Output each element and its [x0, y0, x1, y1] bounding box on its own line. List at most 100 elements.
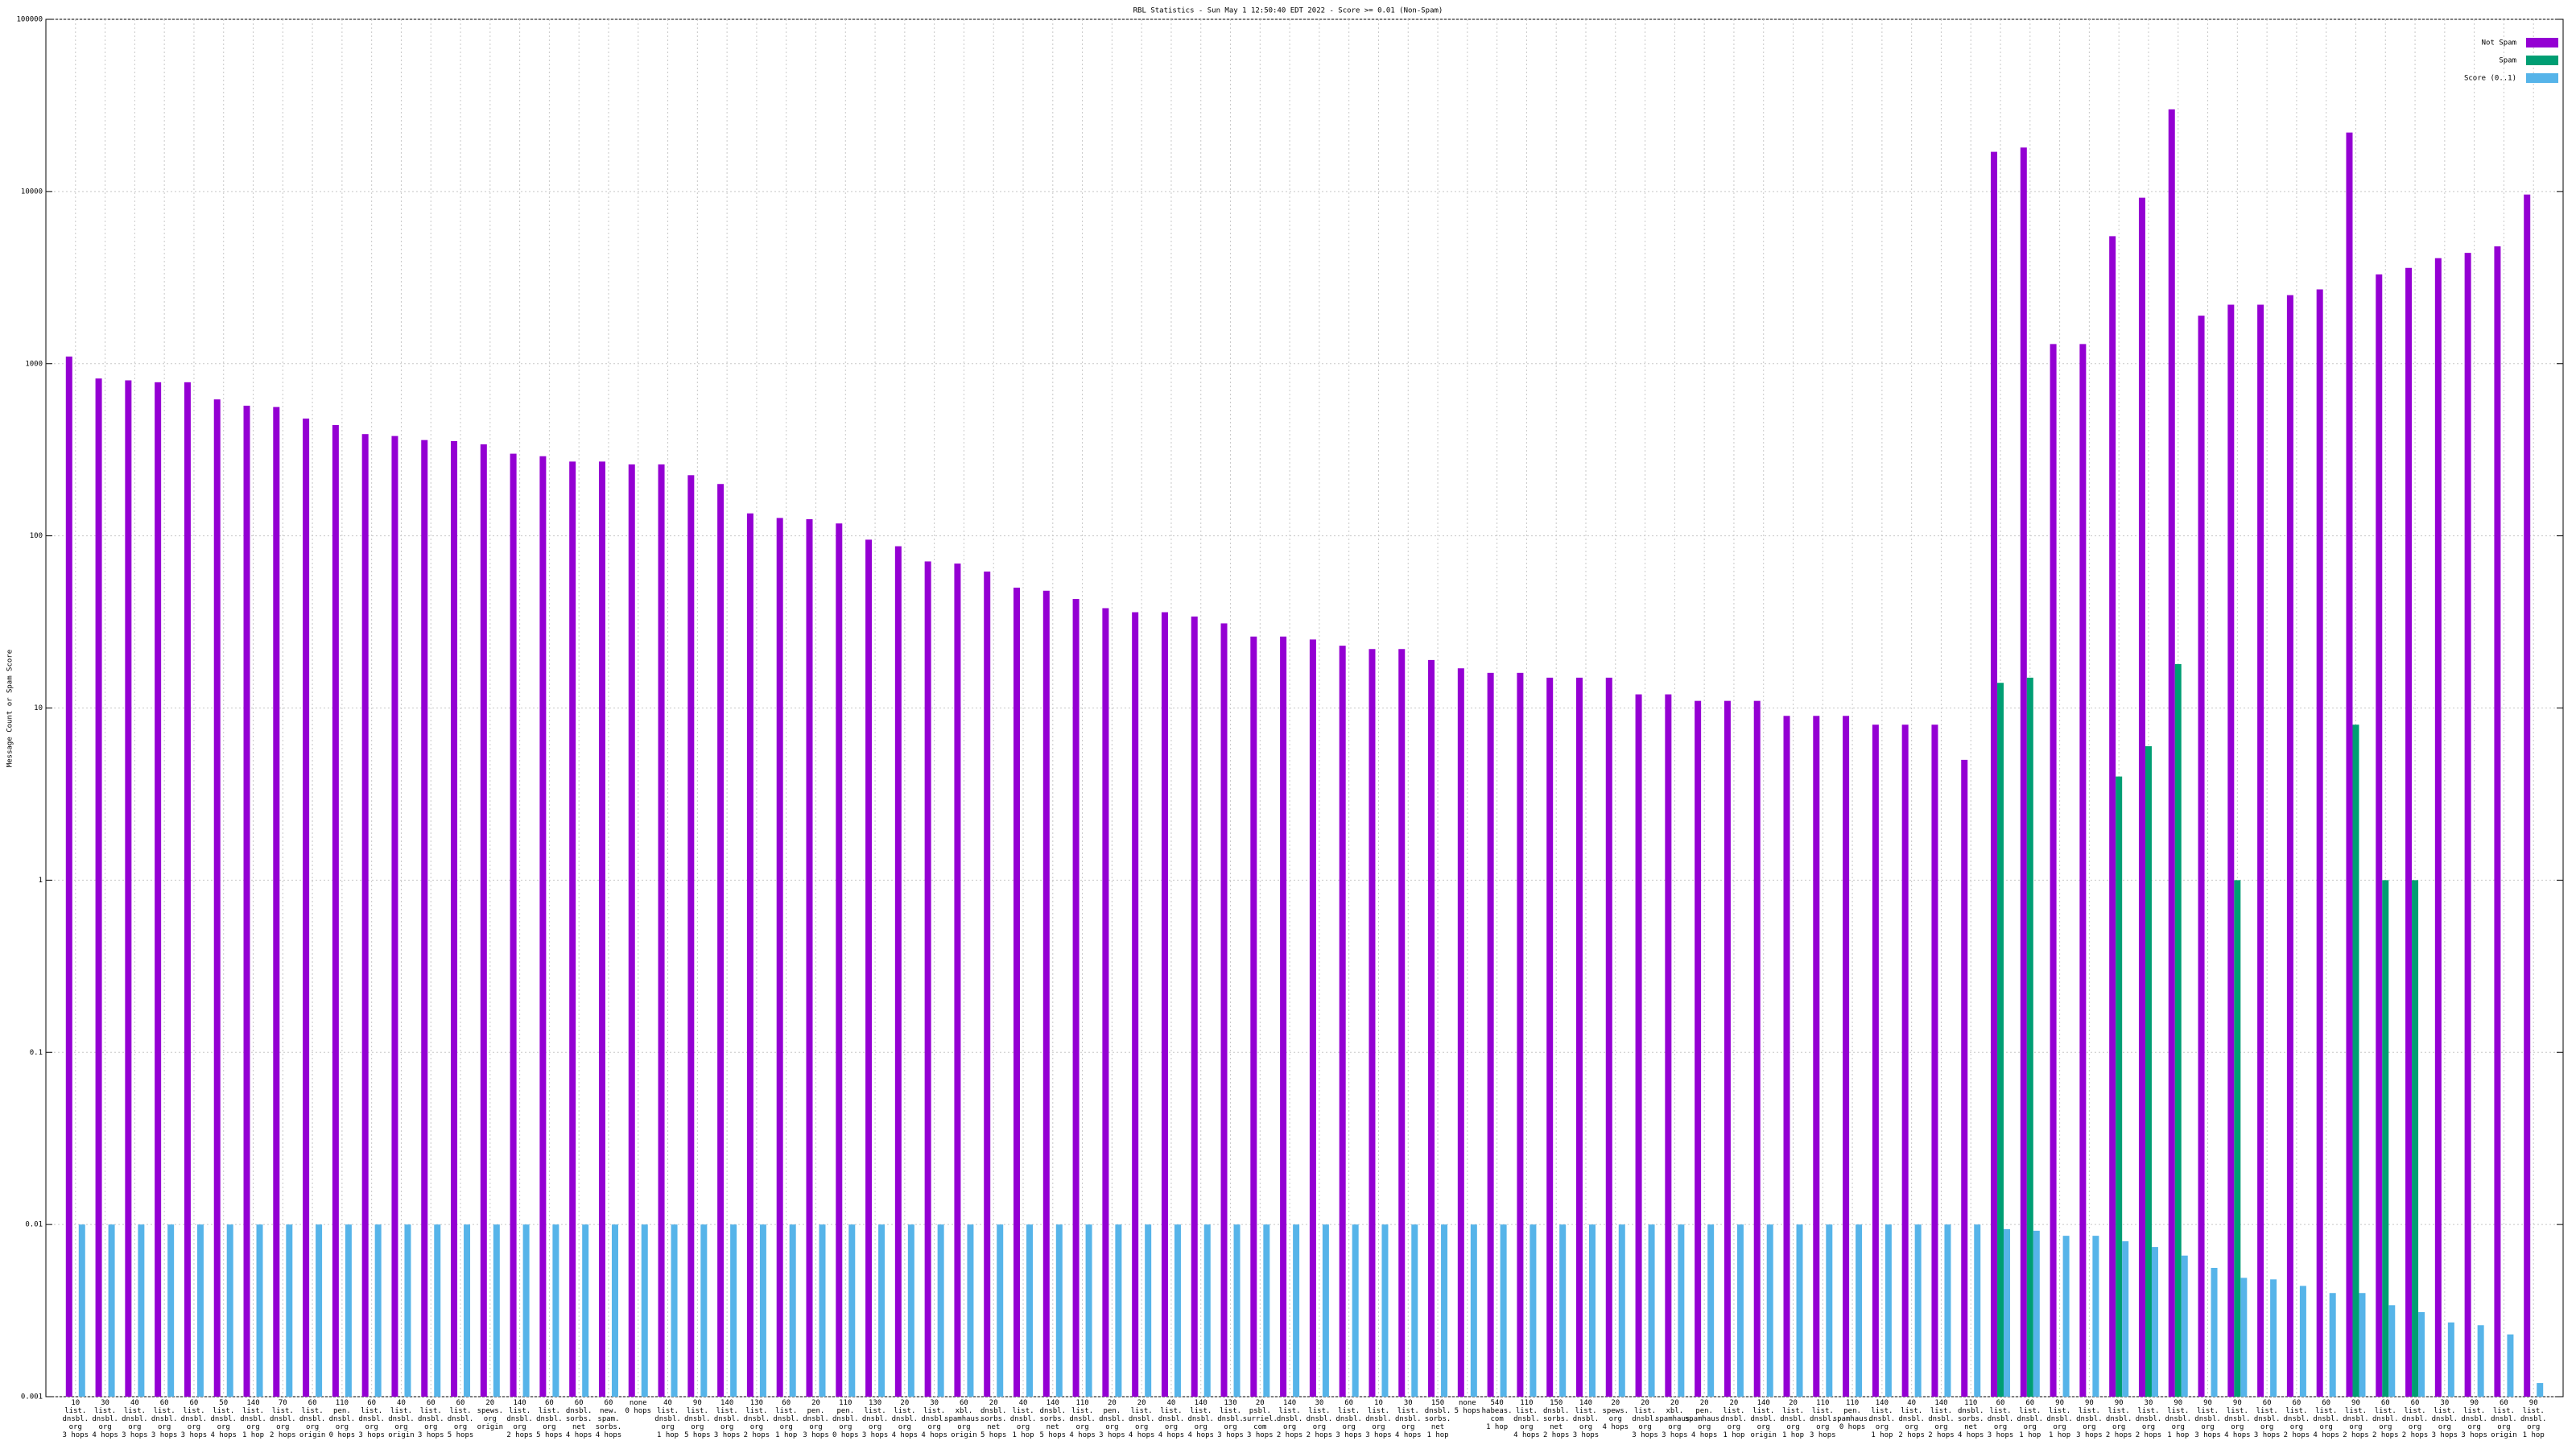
bar: [1102, 608, 1109, 1397]
bar: [789, 1224, 796, 1397]
x-tick-label: 20 pen. dnsbl. org 3 hops: [1099, 1399, 1125, 1439]
x-tick-label: 60 list. dnsbl. org 3 hops: [1988, 1399, 2014, 1439]
x-tick-label: 20 xbl. spamhaus. org 3 hops: [1655, 1399, 1695, 1439]
x-tick-label: 30 list. dnsbl. org 4 hops: [921, 1399, 947, 1439]
bar: [451, 440, 458, 1397]
bar: [1145, 1224, 1152, 1397]
bar: [1944, 1224, 1951, 1397]
bar: [1695, 700, 1702, 1397]
bar: [1872, 724, 1879, 1397]
x-tick-label: 70 list. dnsbl. org 2 hops: [270, 1399, 296, 1439]
bar: [2507, 1334, 2514, 1397]
x-tick-label: 60 list. dnsbl. org 3 hops: [2254, 1399, 2281, 1439]
bar: [391, 436, 398, 1397]
bar: [1293, 1224, 1300, 1397]
bar: [1648, 1224, 1655, 1397]
bar: [1826, 1224, 1833, 1397]
bar: [2524, 194, 2531, 1397]
x-tick-label: 90 list. dnsbl. org 3 hops: [2076, 1399, 2103, 1439]
bar: [2316, 289, 2323, 1397]
bar: [2240, 1278, 2248, 1397]
x-tick-label: 40 list. dnsbl. org 1 hop: [1010, 1399, 1037, 1439]
y-tick-label: 1000: [25, 360, 43, 368]
bar: [2181, 1255, 2188, 1397]
bar: [196, 1224, 204, 1397]
bar: [213, 399, 221, 1397]
y-tick-label: 100000: [16, 16, 43, 24]
x-tick-label: 90 list. dnsbl. org 1 hop: [2520, 1399, 2547, 1439]
x-tick-label: 140 list. dnsbl. org 1 hop: [240, 1399, 266, 1439]
bar: [273, 407, 280, 1397]
bar: [1974, 1224, 1981, 1397]
bar: [1707, 1224, 1715, 1397]
bar: [2174, 663, 2182, 1397]
bar: [717, 484, 724, 1397]
x-tick-label: 90 list. dnsbl. org 1 hop: [2046, 1399, 2073, 1439]
x-tick-label: 110 pen. spamhaus. 0 hops: [1833, 1399, 1872, 1431]
bar: [155, 382, 162, 1397]
x-tick-label: 10 list. dnsbl. org 3 hops: [1365, 1399, 1392, 1439]
bar: [1724, 700, 1731, 1397]
bar: [2286, 295, 2293, 1397]
x-tick-label: 20 list. dnsbl. org 4 hops: [892, 1399, 919, 1439]
bar: [1309, 639, 1316, 1397]
bar: [1678, 1224, 1685, 1397]
x-tick-label: 30 list. dnsbl. org 2 hops: [2136, 1399, 2162, 1439]
bar: [1322, 1224, 1329, 1397]
x-tick-label: 60 dnsbl. sorbs. net 4 hops: [566, 1399, 592, 1439]
x-tick-label: 110 pen. dnsbl. org 0 hops: [832, 1399, 859, 1439]
bar: [2270, 1279, 2277, 1397]
bar: [404, 1224, 411, 1397]
bar: [1411, 1224, 1418, 1397]
x-tick-label: 10 list. dnsbl. org 3 hops: [63, 1399, 89, 1439]
bar: [1997, 683, 2004, 1397]
x-tick-label: 40 list. dnsbl. org 4 hops: [1158, 1399, 1185, 1439]
bar: [125, 380, 132, 1397]
bar: [1783, 716, 1790, 1397]
x-tick-label: 90 list. dnsbl. org 4 hops: [2224, 1399, 2251, 1439]
bar: [2464, 253, 2471, 1397]
bar: [1517, 672, 1524, 1397]
bar: [1991, 151, 1998, 1397]
legend-label: Score (0..1): [2464, 75, 2516, 83]
bar: [510, 453, 517, 1397]
bar: [493, 1224, 500, 1397]
x-tick-label: 20 list. dnsbl. org 4 hops: [1129, 1399, 1155, 1439]
y-tick-label: 10: [34, 704, 43, 712]
x-tick-label: 150 dnsbl. sorbs. net 2 hops: [1543, 1399, 1570, 1439]
bar: [1470, 1224, 1477, 1397]
x-tick-label: 60 list. dnsbl. org 1 hop: [2017, 1399, 2044, 1439]
x-tick-label: 20 spews. org 4 hops: [1603, 1399, 1629, 1431]
bar: [1352, 1224, 1359, 1397]
bar: [2382, 880, 2389, 1397]
bar: [836, 523, 843, 1397]
bar: [2116, 776, 2123, 1397]
bar: [848, 1224, 856, 1397]
x-tick-label: 60 list. dnsbl. org 2 hops: [2284, 1399, 2310, 1439]
bar: [1013, 588, 1021, 1397]
x-tick-label: 60 list. dnsbl. org 2 hops: [2402, 1399, 2429, 1439]
bar: [2050, 344, 2057, 1397]
x-tick-label: 540 habeas. com 1 hop: [1482, 1399, 1513, 1431]
x-tick-label: 60 list. dnsbl. org 2 hops: [2372, 1399, 2399, 1439]
bar: [2434, 258, 2442, 1397]
bar: [2122, 1241, 2129, 1397]
x-tick-label: 90 list. dnsbl. org 3 hops: [2194, 1399, 2221, 1439]
bar: [2376, 274, 2383, 1397]
bar: [2020, 147, 2027, 1397]
bar: [806, 518, 813, 1397]
bar: [138, 1224, 145, 1397]
legend-swatch: [2526, 38, 2558, 47]
bar: [1381, 1224, 1389, 1397]
x-tick-label: 140 list. dnsbl. org 2 hops: [1928, 1399, 1955, 1439]
bar: [2079, 344, 2087, 1397]
x-tick-label: 130 list. dnsbl. org 3 hops: [862, 1399, 889, 1439]
bar: [658, 464, 665, 1397]
bar: [2109, 236, 2116, 1397]
x-tick-label: 50 list. dnsbl. org 4 hops: [210, 1399, 237, 1439]
bar: [2388, 1305, 2396, 1397]
bar: [1220, 623, 1228, 1397]
bar: [226, 1224, 233, 1397]
x-tick-label: 140 list. dnsbl. org 1 hop: [1869, 1399, 1896, 1439]
